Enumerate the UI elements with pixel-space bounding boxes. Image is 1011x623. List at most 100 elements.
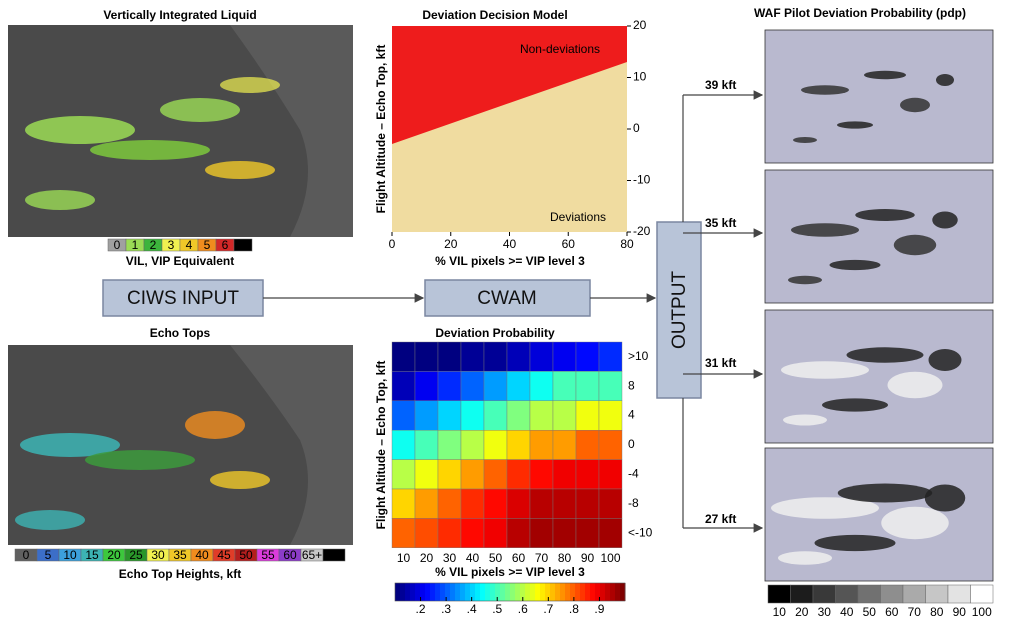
legend-swatch: [902, 584, 926, 604]
heat-cell: [460, 459, 485, 490]
heat-cell: [575, 341, 600, 372]
heat-cell: [483, 459, 508, 490]
legend-label: 5: [45, 548, 52, 562]
legend-label: 40: [840, 605, 854, 619]
y-tick-label: 10: [633, 70, 647, 84]
legend-label: 10: [773, 605, 787, 619]
colorbar-step: [405, 583, 411, 601]
x-axis-label: % VIL pixels >= VIP level 3: [435, 565, 585, 579]
legend-caption: VIL, VIP Equivalent: [126, 254, 234, 268]
heat-cell: [506, 400, 531, 431]
x-tick-label: 20: [444, 237, 458, 251]
colorbar-step: [590, 583, 596, 601]
colorbar-label: .8: [569, 602, 579, 616]
pdp-blob: [864, 70, 906, 80]
heat-cell: [598, 371, 623, 401]
heat-cell: [552, 488, 577, 519]
colorbar-step: [465, 583, 471, 601]
heat-cell: [506, 371, 531, 401]
legend-label: 3: [168, 238, 175, 252]
legend-swatch: [812, 584, 836, 604]
colorbar-step: [610, 583, 616, 601]
colorbar-step: [460, 583, 466, 601]
connectors: [263, 90, 764, 533]
heat-cell: [529, 459, 554, 490]
colorbar-label: .7: [543, 602, 553, 616]
heat-cell: [483, 371, 508, 401]
level-label: 31 kft: [705, 356, 736, 370]
colorbar-step: [445, 583, 451, 601]
colorbar-step: [505, 583, 511, 601]
heat-cell: [391, 371, 416, 401]
heat-cell: [391, 459, 416, 490]
pdp-blob: [932, 211, 958, 229]
legend-label: 50: [863, 605, 877, 619]
pdp-blob: [783, 414, 827, 426]
colorbar-step: [480, 583, 486, 601]
colorbar-step: [605, 583, 611, 601]
pdp-blob: [778, 551, 832, 565]
colorbar-step: [530, 583, 536, 601]
heat-cell: [598, 459, 623, 490]
legend-swatch: [835, 584, 859, 604]
colorbar-step: [450, 583, 456, 601]
legend-label: 80: [930, 605, 944, 619]
heat-cell: [437, 518, 462, 549]
legend-label: 20: [107, 548, 121, 562]
colorbar-step: [595, 583, 601, 601]
colorbar-step: [545, 583, 551, 601]
x-tick-label: 90: [581, 551, 595, 565]
colorbar-step: [415, 583, 421, 601]
pdp-blob: [837, 483, 933, 503]
heat-cell: [483, 341, 508, 372]
y-tick-label: 20: [633, 18, 647, 32]
legend-label: X: [330, 548, 338, 562]
pdp-blob: [881, 506, 949, 540]
region-label: Non-deviations: [520, 42, 600, 56]
legend-label: 1: [132, 238, 139, 252]
region-label: Deviations: [550, 210, 606, 224]
pdp-blob: [814, 534, 896, 552]
heat-cell: [506, 518, 531, 549]
y-tick-label: 8: [628, 378, 635, 392]
colorbar-step: [555, 583, 561, 601]
heat-cell: [483, 488, 508, 519]
heat-cell: [391, 430, 416, 460]
heat-cell: [552, 459, 577, 490]
colorbar-label: .6: [518, 602, 528, 616]
panel-title: Deviation Decision Model: [422, 8, 567, 22]
y-tick-label: -8: [628, 496, 639, 510]
heat-cell: [598, 400, 623, 431]
y-tick-label: 4: [628, 408, 635, 422]
pdp-blob: [771, 497, 879, 519]
pdp-blob: [822, 398, 888, 412]
colorbar-step: [425, 583, 431, 601]
pdp-blob: [788, 275, 822, 285]
x-tick-label: 60: [562, 237, 576, 251]
heat-cell: [460, 371, 485, 401]
heat-cell: [552, 430, 577, 460]
legend-swatch: [857, 584, 881, 604]
heat-cell: [483, 400, 508, 431]
heat-cell: [598, 488, 623, 519]
pdp-blob: [801, 85, 849, 95]
heat-cell: [437, 341, 462, 372]
colorbar-step: [455, 583, 461, 601]
pdp-blob: [829, 259, 881, 271]
y-axis-label: Flight Altitude – Echo Top, kft: [374, 45, 388, 214]
x-tick-label: 10: [397, 551, 411, 565]
heat-cell: [529, 400, 554, 431]
pdp-blob: [936, 74, 954, 86]
level-label: 39 kft: [705, 78, 736, 92]
legend-swatch: [790, 584, 814, 604]
legend-swatch: [880, 584, 904, 604]
legend-label: 55: [261, 548, 275, 562]
legend-label: 30: [151, 548, 165, 562]
legend-swatch: [322, 548, 346, 562]
colorbar-step: [620, 583, 626, 601]
colorbar-step: [520, 583, 526, 601]
colorbar-label: .5: [492, 602, 502, 616]
colorbar-step: [570, 583, 576, 601]
x-axis-label: % VIL pixels >= VIP level 3: [435, 254, 585, 268]
pdp-map: [764, 29, 994, 164]
